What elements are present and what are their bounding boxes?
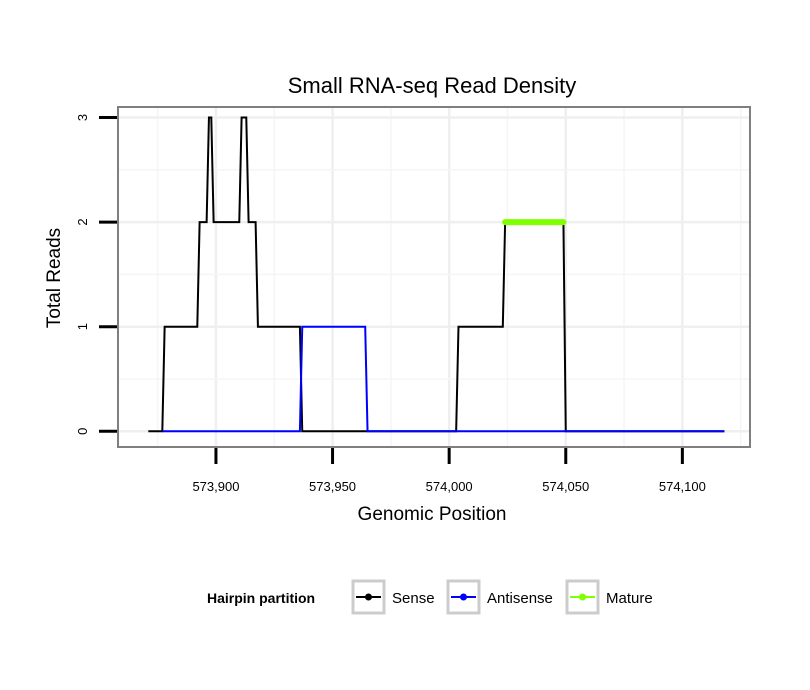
legend-point-antisense <box>460 593 467 601</box>
legend-point-mature <box>579 593 586 601</box>
legend-point-sense <box>365 593 372 601</box>
x-tick-label: 573,900 <box>192 479 239 494</box>
legend-label-sense: Sense <box>392 590 435 607</box>
x-tick-label: 574,050 <box>542 479 589 494</box>
legend-item-sense: Sense <box>351 579 435 615</box>
grid <box>118 107 750 447</box>
x-axis-title: Genomic Position <box>358 504 507 525</box>
legend-label-antisense: Antisense <box>487 590 553 607</box>
legend-label-mature: Mature <box>606 590 653 607</box>
legend-item-mature: Mature <box>565 579 653 615</box>
legend: Hairpin partition Sense Antisense Mature <box>207 579 653 615</box>
legend-title: Hairpin partition <box>207 590 315 606</box>
series-layer <box>148 116 725 433</box>
y-axis: 0 1 2 3 <box>75 114 117 435</box>
legend-item-antisense: Antisense <box>446 579 553 615</box>
y-axis-title: Total Reads <box>44 228 65 328</box>
y-tick-label: 2 <box>75 218 90 225</box>
chart-title: Small RNA-seq Read Density <box>288 73 577 98</box>
y-tick-label: 0 <box>75 428 90 435</box>
y-tick-label: 1 <box>75 323 90 330</box>
x-axis: 573,900 573,950 574,000 574,050 574,100 <box>192 448 706 494</box>
plot-panel-border <box>117 106 751 448</box>
y-tick-label: 3 <box>75 114 90 121</box>
series-line-sense <box>148 116 725 433</box>
x-tick-label: 574,100 <box>659 479 706 494</box>
series-line-antisense <box>162 325 725 433</box>
x-tick-label: 574,000 <box>426 479 473 494</box>
x-tick-label: 573,950 <box>309 479 356 494</box>
